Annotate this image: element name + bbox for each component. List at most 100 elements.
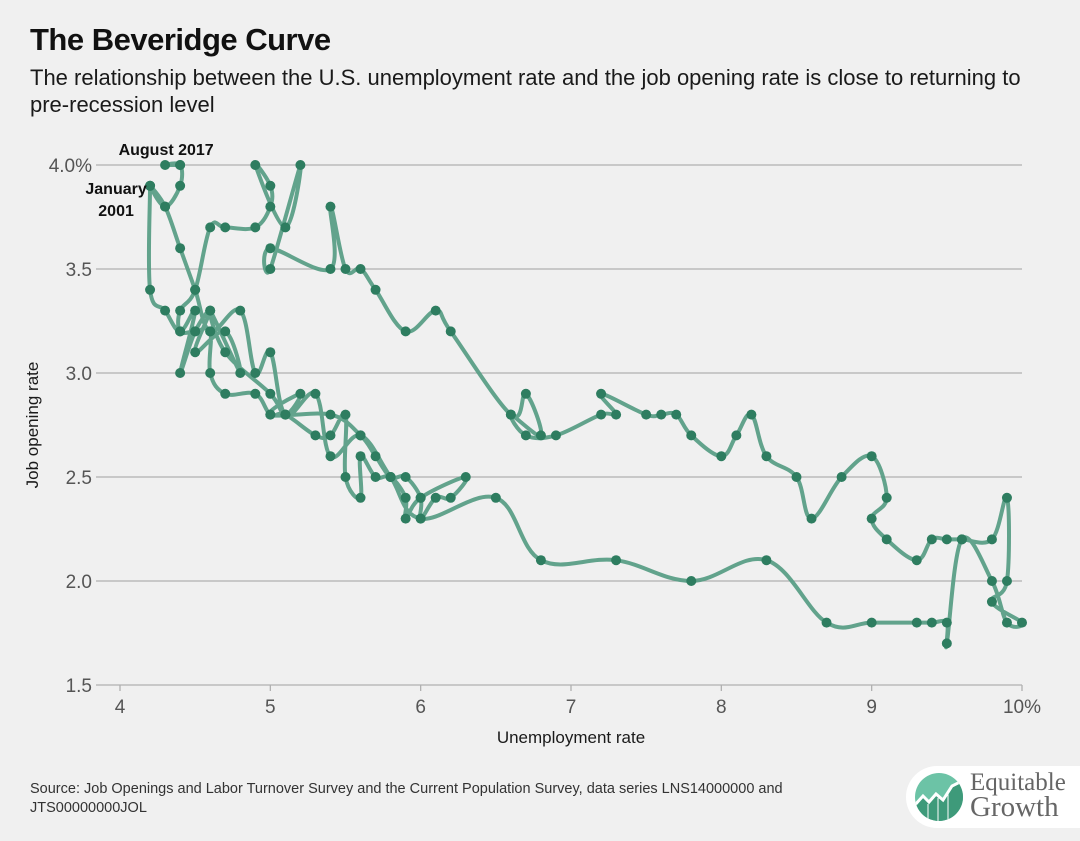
- data-point[interactable]: [160, 160, 171, 170]
- data-point[interactable]: [205, 368, 216, 378]
- data-point[interactable]: [986, 596, 997, 607]
- data-point[interactable]: [415, 513, 426, 524]
- data-point[interactable]: [340, 472, 351, 482]
- data-point[interactable]: [175, 160, 186, 170]
- data-point[interactable]: [175, 180, 186, 191]
- data-point[interactable]: [490, 492, 501, 503]
- data-point[interactable]: [190, 326, 201, 337]
- data-point[interactable]: [340, 409, 351, 420]
- data-point[interactable]: [265, 347, 276, 358]
- data-point[interactable]: [400, 492, 411, 503]
- data-point[interactable]: [175, 368, 186, 378]
- equitable-growth-logo[interactable]: Equitable Growth: [906, 766, 1080, 828]
- data-point[interactable]: [370, 284, 381, 295]
- data-point[interactable]: [205, 326, 216, 337]
- data-point[interactable]: [295, 160, 306, 170]
- data-point[interactable]: [1001, 576, 1012, 586]
- data-point[interactable]: [806, 513, 817, 524]
- data-point[interactable]: [310, 388, 321, 399]
- data-point[interactable]: [325, 451, 336, 462]
- data-point[interactable]: [550, 430, 561, 441]
- data-point[interactable]: [430, 305, 441, 316]
- data-point[interactable]: [145, 284, 156, 295]
- data-point[interactable]: [160, 201, 171, 212]
- data-point[interactable]: [686, 430, 697, 441]
- data-point[interactable]: [250, 368, 261, 378]
- data-point[interactable]: [175, 326, 186, 337]
- data-point[interactable]: [385, 472, 396, 482]
- data-point[interactable]: [295, 388, 306, 399]
- data-point[interactable]: [746, 409, 757, 420]
- data-point[interactable]: [370, 451, 381, 462]
- data-point[interactable]: [611, 555, 622, 566]
- data-point[interactable]: [325, 430, 336, 441]
- data-point[interactable]: [926, 617, 937, 628]
- data-point[interactable]: [190, 347, 201, 358]
- data-point[interactable]: [911, 617, 922, 628]
- data-point[interactable]: [926, 534, 937, 545]
- data-point[interactable]: [400, 472, 411, 482]
- data-point[interactable]: [836, 472, 847, 482]
- data-point[interactable]: [656, 409, 667, 420]
- data-point[interactable]: [325, 264, 336, 274]
- data-point[interactable]: [220, 326, 231, 337]
- data-point[interactable]: [821, 617, 832, 628]
- data-point[interactable]: [325, 201, 336, 212]
- data-point[interactable]: [310, 430, 321, 441]
- data-point[interactable]: [641, 409, 652, 420]
- data-point[interactable]: [145, 180, 156, 191]
- data-point[interactable]: [716, 451, 727, 462]
- data-point[interactable]: [881, 534, 892, 545]
- data-point[interactable]: [941, 617, 952, 628]
- data-point[interactable]: [355, 264, 366, 274]
- data-point[interactable]: [220, 347, 231, 358]
- data-point[interactable]: [355, 451, 366, 462]
- data-point[interactable]: [415, 492, 426, 503]
- data-point[interactable]: [535, 430, 546, 441]
- data-point[interactable]: [265, 409, 276, 420]
- data-point[interactable]: [941, 534, 952, 545]
- data-point[interactable]: [370, 472, 381, 482]
- data-point[interactable]: [986, 534, 997, 545]
- data-point[interactable]: [1001, 492, 1012, 503]
- data-point[interactable]: [505, 409, 516, 420]
- data-point[interactable]: [1001, 617, 1012, 628]
- data-point[interactable]: [220, 222, 231, 233]
- data-point[interactable]: [175, 305, 186, 316]
- data-point[interactable]: [866, 513, 877, 524]
- data-point[interactable]: [235, 305, 246, 316]
- data-point[interactable]: [250, 388, 261, 399]
- data-point[interactable]: [445, 492, 456, 503]
- data-point[interactable]: [611, 409, 622, 420]
- data-point[interactable]: [220, 388, 231, 399]
- data-point[interactable]: [400, 326, 411, 337]
- data-point[interactable]: [265, 201, 276, 212]
- data-point[interactable]: [445, 326, 456, 337]
- data-point[interactable]: [280, 222, 291, 233]
- data-point[interactable]: [911, 555, 922, 566]
- data-point[interactable]: [265, 388, 276, 399]
- data-point[interactable]: [430, 492, 441, 503]
- data-point[interactable]: [190, 284, 201, 295]
- data-point[interactable]: [596, 388, 607, 399]
- data-point[interactable]: [355, 430, 366, 441]
- data-point[interactable]: [535, 555, 546, 566]
- data-point[interactable]: [205, 305, 216, 316]
- data-point[interactable]: [761, 555, 772, 566]
- data-point[interactable]: [175, 243, 186, 254]
- data-point[interactable]: [866, 617, 877, 628]
- data-point[interactable]: [596, 409, 607, 420]
- data-point[interactable]: [520, 388, 531, 399]
- data-point[interactable]: [235, 368, 246, 378]
- data-point[interactable]: [400, 513, 411, 524]
- data-point[interactable]: [941, 638, 952, 649]
- data-point[interactable]: [520, 430, 531, 441]
- data-point[interactable]: [265, 243, 276, 254]
- data-point[interactable]: [986, 576, 997, 586]
- data-point[interactable]: [1017, 617, 1027, 628]
- data-point[interactable]: [265, 180, 276, 191]
- data-point[interactable]: [671, 409, 682, 420]
- data-point[interactable]: [265, 264, 276, 274]
- data-point[interactable]: [355, 492, 366, 503]
- data-point[interactable]: [791, 472, 802, 482]
